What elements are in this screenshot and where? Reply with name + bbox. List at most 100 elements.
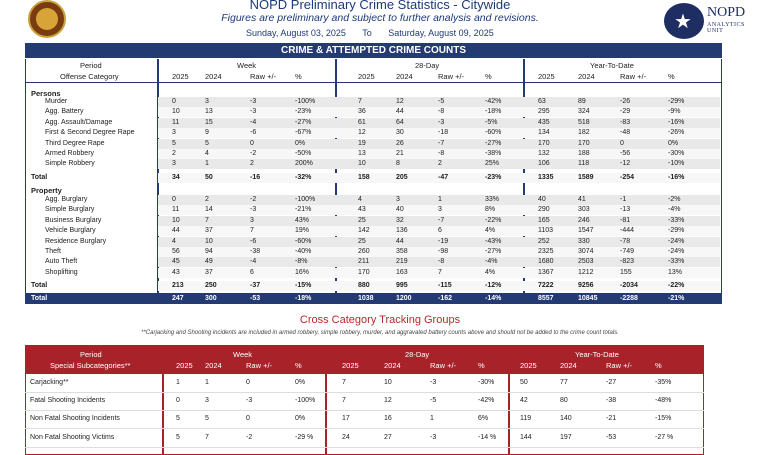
- cell-2024: 21: [396, 150, 404, 157]
- header-28-day: 28-Day: [415, 61, 440, 70]
- cell-pct: 0%: [295, 415, 306, 422]
- cell-2024: 7: [205, 434, 209, 441]
- offense-label: Third Degree Rape: [45, 139, 105, 147]
- cell-2025: 211: [358, 258, 370, 266]
- grand-total-label: Total: [31, 295, 48, 302]
- cell-raw: 0: [246, 415, 250, 422]
- cell-2024: 1547: [578, 227, 594, 235]
- cell-pct: -24%: [668, 248, 685, 255]
- header-2024: 2024: [205, 72, 222, 81]
- cell-pct: 0%: [295, 379, 306, 386]
- cell-raw: -29: [620, 108, 631, 116]
- cell-2024: 10: [384, 379, 392, 386]
- cell-pct: -27 %: [655, 434, 674, 441]
- cell-raw: -3: [438, 118, 445, 126]
- cell-pct: -22%: [485, 216, 502, 224]
- date-to: Saturday, August 09, 2025: [388, 28, 494, 38]
- cell-pct: -8%: [295, 258, 308, 266]
- cell-2025: 295: [538, 108, 550, 116]
- cell-2024: 9256: [578, 282, 594, 289]
- header-ytd: Year-To-Date: [575, 350, 619, 359]
- cell-2025: 1680: [538, 258, 554, 266]
- cell-pct: -15%: [655, 415, 672, 422]
- cell-raw: -98: [438, 248, 449, 255]
- cell-pct: -35%: [655, 379, 672, 386]
- cell-raw: 0: [250, 139, 254, 147]
- header-2024: 2024: [560, 361, 577, 370]
- cell-raw: -4: [250, 258, 257, 266]
- cell-2025: 170: [538, 139, 550, 147]
- cell-pct: -42%: [485, 98, 502, 105]
- cell-2024: 358: [396, 248, 408, 255]
- cell-2025: 7: [342, 397, 346, 404]
- cell-raw: -21: [606, 415, 617, 422]
- date-to-label: To: [362, 28, 372, 38]
- header-pct: %: [295, 72, 302, 81]
- cell-2024: 3: [205, 397, 209, 404]
- cell-2024: 163: [396, 268, 408, 276]
- cell-raw: -47: [438, 174, 449, 181]
- subcategory-label: Non Fatal Shooting Victims: [30, 434, 115, 441]
- cell-raw: -27: [606, 379, 617, 386]
- cell-2025: 56: [172, 248, 180, 255]
- cell-2024: 50: [205, 174, 213, 181]
- cell-2024: 170: [578, 139, 590, 147]
- cell-raw: -7: [438, 216, 445, 224]
- offense-label: First & Second Degree Rape: [45, 129, 135, 137]
- cell-raw: 3: [250, 216, 254, 224]
- cell-pct: -30%: [668, 150, 685, 157]
- cell-2025: 1103: [538, 227, 554, 235]
- row-shade: [158, 215, 720, 226]
- cell-pct: 43%: [295, 216, 310, 224]
- cell-raw: 6: [438, 227, 442, 235]
- cell-pct: -29%: [668, 227, 685, 235]
- cell-pct: -30%: [478, 379, 495, 386]
- cell-raw: -2: [246, 434, 253, 441]
- cell-pct: -4%: [668, 206, 681, 214]
- cell-2025: 435: [538, 118, 550, 126]
- header-pct: %: [485, 72, 492, 81]
- row-shade: [158, 138, 720, 149]
- row-shade: [158, 149, 720, 159]
- cell-raw: -18: [438, 129, 449, 137]
- row-shade: [158, 236, 720, 247]
- cell-pct: 0%: [668, 139, 679, 147]
- cell-pct: -32%: [295, 174, 312, 181]
- cell-2024: 15: [205, 118, 213, 126]
- header-pct: %: [655, 361, 662, 370]
- cell-raw: -254: [620, 174, 635, 181]
- cell-2025: 144: [520, 434, 532, 441]
- cell-2024: 8: [396, 160, 400, 168]
- cross-category-title: Cross Category Tracking Groups: [299, 314, 461, 326]
- cell-2025: 11: [172, 118, 180, 126]
- cell-2024: 518: [578, 118, 590, 126]
- cell-pct: -27%: [485, 248, 502, 255]
- row-shade: [158, 173, 720, 183]
- cell-2025: 165: [538, 216, 550, 224]
- offense-label: Armed Robbery: [45, 150, 95, 157]
- cell-2024: 14: [205, 206, 213, 214]
- cell-2024: 5: [205, 139, 209, 147]
- cell-2025: 24: [342, 434, 350, 441]
- page-title: NOPD Preliminary Crime Statistics - City…: [249, 0, 511, 12]
- cell-raw: -3: [430, 434, 437, 441]
- cell-raw: -7: [438, 139, 445, 147]
- section-total-label: Total: [31, 174, 48, 181]
- header-week: Week: [237, 61, 257, 70]
- row-shade: [158, 107, 720, 118]
- row-shade: [158, 281, 720, 291]
- cell-2024: 12: [384, 397, 392, 404]
- cell-raw: -823: [620, 258, 635, 266]
- cell-pct: -100%: [295, 196, 316, 203]
- grand-total-pct: -18%: [295, 295, 312, 302]
- cell-raw: 7: [438, 268, 442, 276]
- cell-pct: -100%: [295, 397, 316, 404]
- row-shade: [158, 257, 720, 268]
- header-special-subcategories: Special Subcategories**: [50, 361, 131, 370]
- cell-pct: -21%: [295, 206, 312, 214]
- cell-2024: 41: [578, 196, 586, 203]
- offense-label: Theft: [45, 248, 61, 255]
- cell-raw: -5: [438, 98, 445, 105]
- header-week: Week: [233, 350, 253, 359]
- cell-raw: -6: [250, 129, 257, 137]
